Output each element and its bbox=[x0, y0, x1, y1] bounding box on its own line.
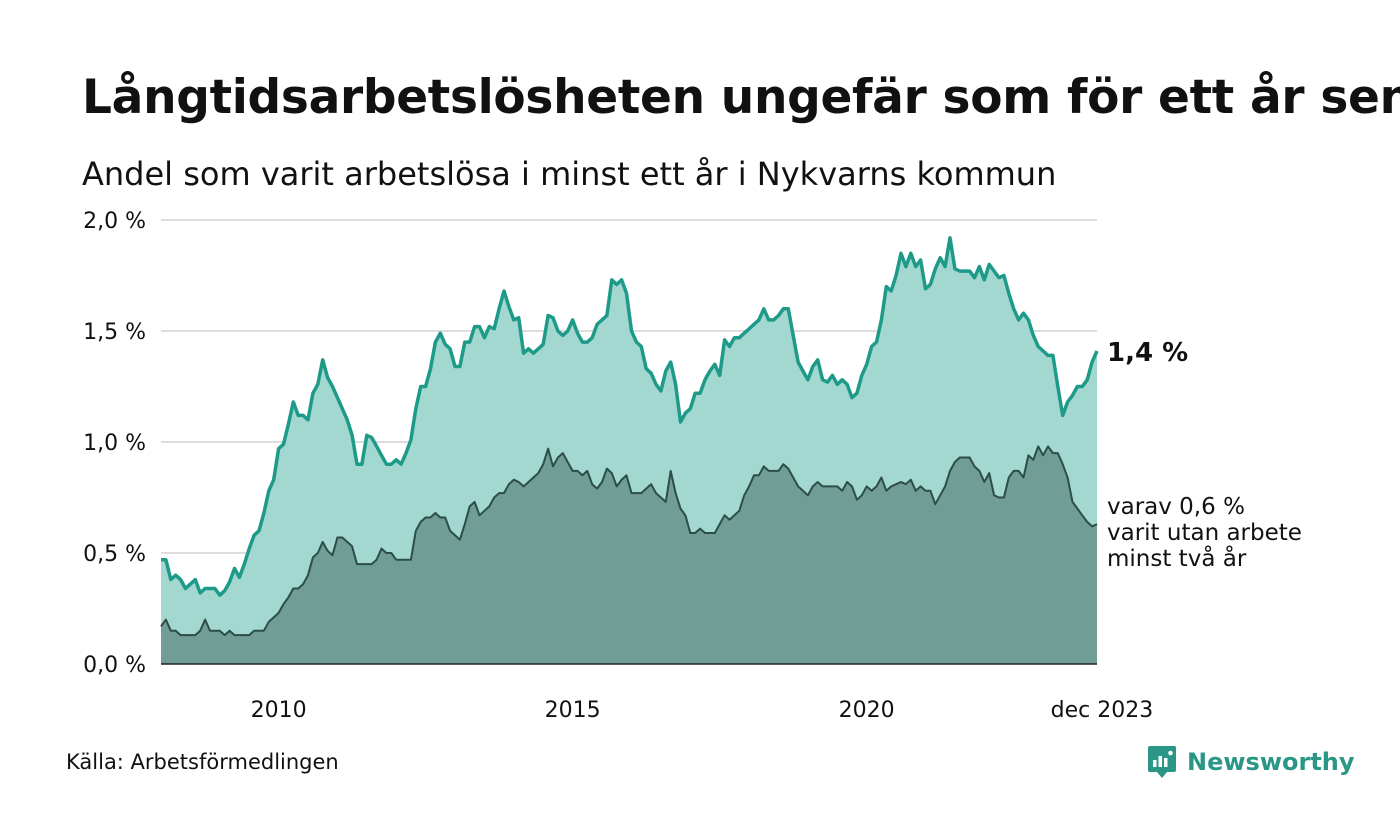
area-two-year bbox=[161, 446, 1097, 664]
line-one-year bbox=[161, 236, 1099, 597]
note-line-1: varav 0,6 % bbox=[1107, 494, 1245, 520]
x-axis-ticks: 2010 2015 2020 dec 2023 bbox=[251, 698, 1154, 723]
y-tick-label: 1,0 % bbox=[83, 431, 146, 456]
source-note: Källa: Arbetsförmedlingen bbox=[66, 750, 339, 774]
note-line-2: varit utan arbete bbox=[1107, 520, 1302, 546]
brand-name: Newsworthy bbox=[1187, 748, 1355, 776]
newsworthy-logo-icon bbox=[1148, 746, 1176, 778]
x-tick-label: dec 2023 bbox=[1051, 698, 1154, 723]
y-tick-label: 1,5 % bbox=[83, 320, 146, 345]
y-tick-label: 0,0 % bbox=[83, 653, 146, 678]
y-tick-label: 0,5 % bbox=[83, 542, 146, 567]
brand-logo: Newsworthy bbox=[1147, 744, 1355, 780]
line-two-year bbox=[160, 445, 1098, 637]
x-tick-label: 2010 bbox=[251, 698, 307, 723]
note-line-3: minst två år bbox=[1107, 544, 1247, 572]
chart-subtitle: Andel som varit arbetslösa i minst ett å… bbox=[82, 155, 1057, 193]
x-tick-label: 2020 bbox=[839, 698, 895, 723]
y-axis-ticks: 0,0 % 0,5 % 1,0 % 1,5 % 2,0 % bbox=[83, 209, 146, 678]
y-tick-label: 2,0 % bbox=[83, 209, 146, 234]
end-value-label: 1,4 % bbox=[1107, 338, 1188, 368]
x-tick-label: 2015 bbox=[545, 698, 601, 723]
chart-title: Långtidsarbetslösheten ungefär som för e… bbox=[82, 70, 1400, 125]
